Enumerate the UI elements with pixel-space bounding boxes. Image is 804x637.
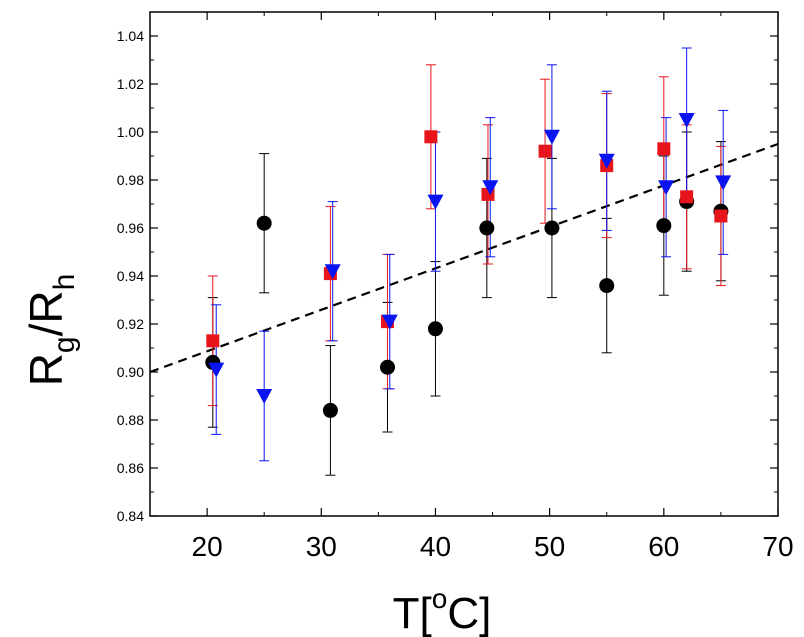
x-axis-ticks: 20 30 40 50 60 70 (149, 12, 794, 562)
triangle-point (256, 389, 273, 404)
x-axis-label: T[oC] (393, 583, 492, 637)
x-tick-label: 60 (648, 531, 679, 562)
triangle-point (208, 362, 225, 378)
x-label-degree: o (432, 583, 448, 614)
y-tick-label: 0.86 (117, 460, 144, 476)
y-label-slash-r: /R (20, 290, 72, 336)
x-label-main: T[ (393, 589, 432, 637)
triangle-point (381, 314, 398, 330)
circle-point (427, 321, 443, 337)
x-label-end: C] (447, 589, 491, 637)
triangle-point (324, 264, 341, 280)
square-point (714, 209, 728, 223)
x-tick-label: 20 (192, 531, 223, 562)
triangle-point (482, 180, 499, 196)
fit-line-group (149, 142, 779, 374)
y-axis-ticks: 0.84 0.86 0.88 0.90 0.92 0.94 0.96 0.98 1.00 1.02… (117, 28, 778, 524)
data-markers (205, 113, 732, 418)
x-tick-label: 30 (306, 531, 337, 562)
fit-line (149, 142, 779, 374)
x-tick-label: 40 (420, 531, 451, 562)
circle-point (479, 220, 495, 236)
plot-frame (149, 11, 779, 517)
y-tick-label: 1.02 (117, 76, 144, 92)
triangle-point (543, 129, 560, 145)
y-tick-label: 1.00 (117, 124, 144, 140)
circle-point (256, 215, 272, 231)
circle-point (656, 218, 672, 234)
triangle-point (427, 194, 444, 210)
triangle-point (598, 153, 615, 169)
x-tick-label: 50 (534, 531, 565, 562)
triangle-point (678, 113, 695, 128)
square-point (206, 334, 220, 348)
triangle-point (715, 175, 732, 191)
y-tick-label: 0.96 (117, 220, 144, 236)
y-tick-label: 0.98 (117, 172, 144, 188)
square-point (680, 190, 694, 204)
y-tick-label: 0.84 (117, 508, 144, 524)
square-point (424, 130, 438, 144)
y-tick-label: 0.88 (117, 412, 144, 428)
square-point (657, 142, 671, 156)
circle-point (599, 278, 615, 294)
square-point (538, 144, 552, 158)
plot-border (149, 11, 779, 517)
circle-point (544, 220, 560, 236)
triangle-point (658, 180, 675, 196)
y-tick-label: 0.94 (117, 268, 144, 284)
y-label-r1: R (20, 353, 72, 386)
y-tick-label: 1.04 (117, 28, 144, 44)
y-tick-label: 0.90 (117, 364, 144, 380)
circle-point (322, 402, 338, 418)
y-axis-label: Rg/Rh (20, 274, 81, 387)
circle-point (379, 359, 395, 375)
y-label-sub-h: h (48, 274, 81, 291)
y-tick-label: 0.92 (117, 316, 144, 332)
error-bars (207, 47, 729, 476)
x-tick-label: 70 (762, 531, 793, 562)
y-label-sub-g: g (48, 336, 81, 353)
